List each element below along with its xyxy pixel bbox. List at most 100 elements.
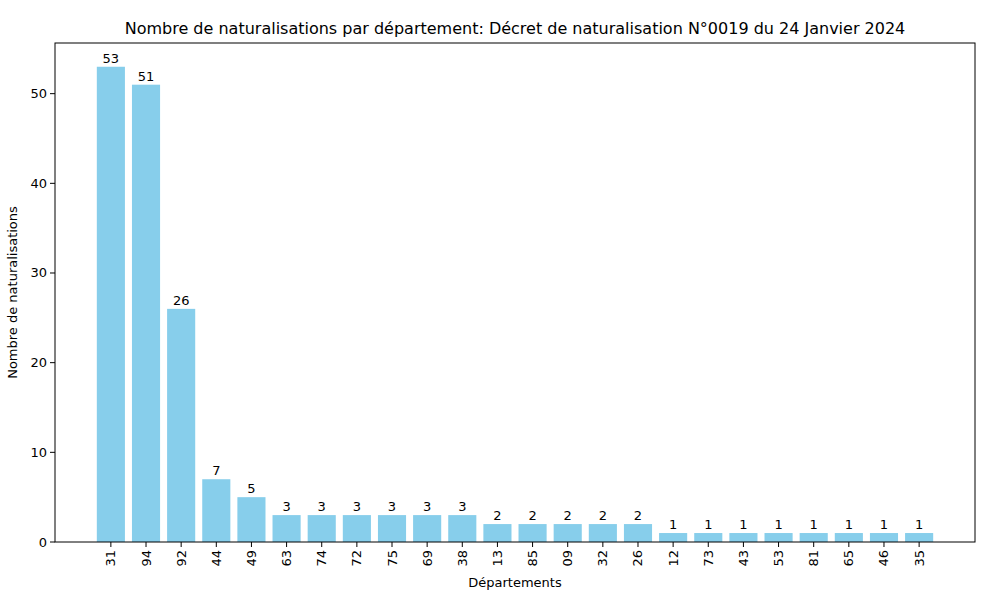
x-tick xyxy=(919,542,920,547)
x-tick xyxy=(673,542,674,547)
x-tick-label: 75 xyxy=(385,550,400,567)
bar xyxy=(905,533,933,542)
x-tick-label: 46 xyxy=(876,550,891,567)
data-label: 1 xyxy=(739,517,747,532)
data-label: 2 xyxy=(634,508,642,523)
x-tick xyxy=(110,542,111,547)
x-tick xyxy=(427,542,428,547)
x-tick xyxy=(532,542,533,547)
x-tick-label: 69 xyxy=(420,550,435,567)
x-tick xyxy=(321,542,322,547)
bar xyxy=(448,515,476,542)
bar xyxy=(624,524,652,542)
bar xyxy=(413,515,441,542)
y-tick xyxy=(50,183,55,184)
x-tick xyxy=(216,542,217,547)
x-tick-label: 53 xyxy=(771,550,786,567)
data-label: 3 xyxy=(423,499,431,514)
data-label: 3 xyxy=(353,499,361,514)
x-tick xyxy=(146,542,147,547)
x-tick xyxy=(286,542,287,547)
y-tick xyxy=(50,452,55,453)
data-label: 2 xyxy=(564,508,572,523)
background xyxy=(0,0,984,603)
data-label: 3 xyxy=(388,499,396,514)
bar xyxy=(589,524,617,542)
data-label: 1 xyxy=(915,517,923,532)
y-axis-label: Nombre de naturalisations xyxy=(5,206,20,379)
bar xyxy=(308,515,336,542)
x-tick xyxy=(637,542,638,547)
bar xyxy=(343,515,371,542)
data-label: 2 xyxy=(493,508,501,523)
x-tick-label: 74 xyxy=(314,550,329,567)
x-tick xyxy=(181,542,182,547)
x-tick xyxy=(356,542,357,547)
x-tick-label: 85 xyxy=(525,550,540,567)
data-label: 1 xyxy=(880,517,888,532)
x-tick-label: 81 xyxy=(806,550,821,567)
x-tick xyxy=(462,542,463,547)
x-tick-label: 09 xyxy=(560,550,575,567)
x-tick-label: 35 xyxy=(912,550,927,567)
x-tick-label: 26 xyxy=(630,550,645,567)
x-tick xyxy=(708,542,709,547)
x-tick xyxy=(567,542,568,547)
data-label: 7 xyxy=(212,463,220,478)
x-tick-label: 92 xyxy=(174,550,189,567)
data-label: 1 xyxy=(845,517,853,532)
x-tick-label: 72 xyxy=(349,550,364,567)
x-tick-label: 65 xyxy=(841,550,856,567)
bar xyxy=(378,515,406,542)
bar xyxy=(765,533,793,542)
bar xyxy=(659,533,687,542)
x-tick xyxy=(743,542,744,547)
bar xyxy=(273,515,301,542)
data-label: 3 xyxy=(458,499,466,514)
bar xyxy=(870,533,898,542)
bar xyxy=(97,67,125,542)
x-tick xyxy=(883,542,884,547)
x-tick xyxy=(497,542,498,547)
x-tick-label: 38 xyxy=(455,550,470,567)
plot-frame xyxy=(55,43,975,542)
x-tick-label: 13 xyxy=(490,550,505,567)
x-tick xyxy=(778,542,779,547)
x-tick-label: 49 xyxy=(244,550,259,567)
data-label: 2 xyxy=(528,508,536,523)
bars xyxy=(97,67,933,542)
x-tick-label: 12 xyxy=(666,550,681,567)
bar xyxy=(237,497,265,542)
chart: 5351267533333322222111111110102030405031… xyxy=(0,0,984,603)
y-tick xyxy=(50,93,55,94)
x-tick-label: 73 xyxy=(701,550,716,567)
data-label: 1 xyxy=(774,517,782,532)
x-tick-label: 94 xyxy=(139,550,154,567)
y-tick-label: 0 xyxy=(39,535,47,550)
bar xyxy=(519,524,547,542)
data-label: 3 xyxy=(318,499,326,514)
x-tick-label: 63 xyxy=(279,550,294,567)
data-label: 53 xyxy=(103,51,120,66)
y-tick-label: 50 xyxy=(30,86,47,101)
x-tick xyxy=(602,542,603,547)
bar xyxy=(167,309,195,542)
y-tick-label: 10 xyxy=(30,445,47,460)
y-tick xyxy=(50,272,55,273)
bar xyxy=(800,533,828,542)
x-tick xyxy=(392,542,393,547)
x-tick xyxy=(813,542,814,547)
y-tick xyxy=(50,362,55,363)
y-tick-label: 20 xyxy=(30,355,47,370)
x-tick xyxy=(251,542,252,547)
y-tick xyxy=(50,542,55,543)
data-label: 5 xyxy=(247,481,255,496)
data-label: 1 xyxy=(810,517,818,532)
data-label: 26 xyxy=(173,293,190,308)
y-tick-label: 40 xyxy=(30,176,47,191)
x-tick xyxy=(848,542,849,547)
x-tick-label: 32 xyxy=(595,550,610,567)
data-label: 2 xyxy=(599,508,607,523)
bar xyxy=(483,524,511,542)
bar xyxy=(835,533,863,542)
